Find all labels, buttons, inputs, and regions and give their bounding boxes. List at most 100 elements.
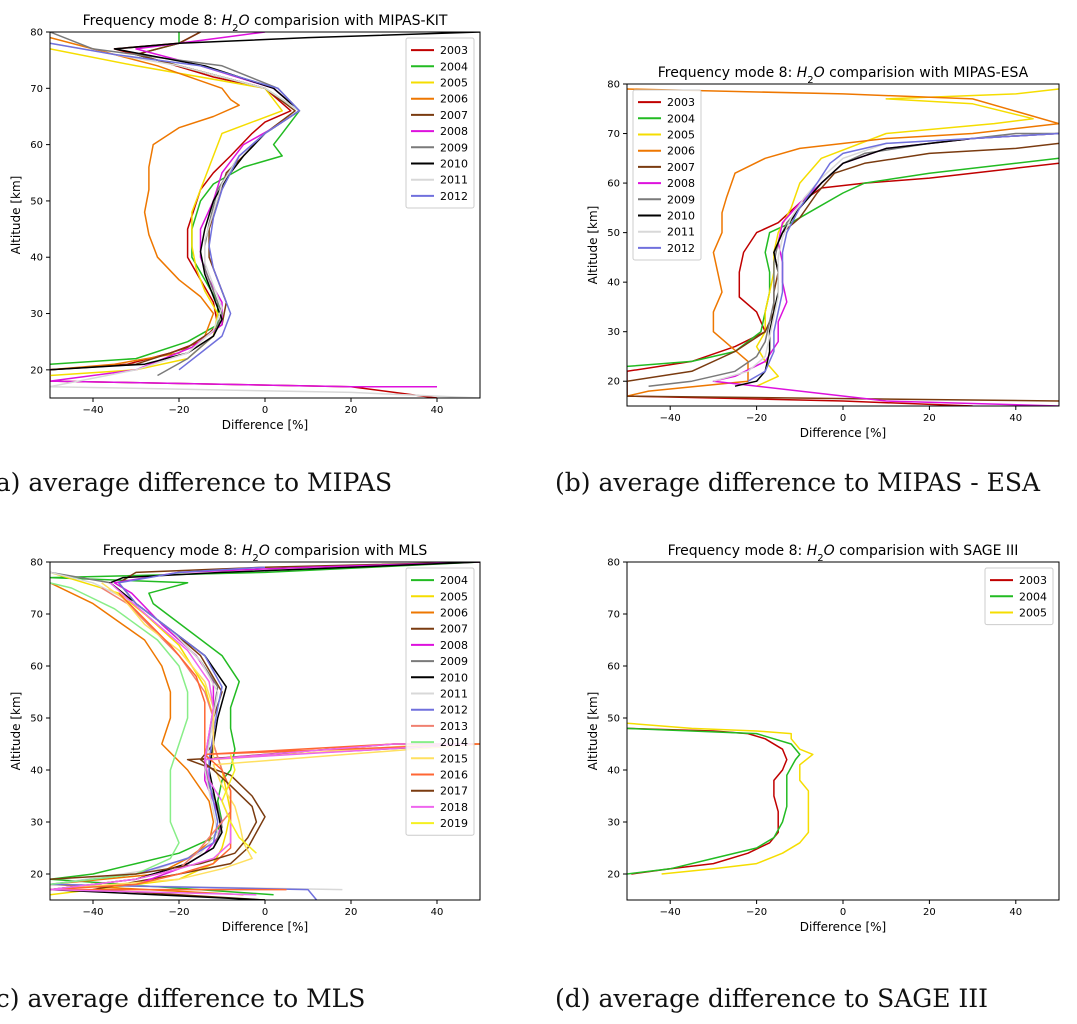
legend: 2004 2005 2006 2007 2008 2009 2010 2011 2012 2013…	[405, 567, 475, 836]
legend: 2003 2004 2005 2006 2007 2008 2009 2010 2011 2012	[405, 37, 475, 209]
legend-box	[405, 567, 475, 836]
y-tick-label: 40	[30, 253, 43, 264]
legend-label: 2008	[440, 125, 468, 138]
series-line-2012	[50, 42, 301, 371]
legend-box	[405, 37, 475, 209]
y-axis-label: Altitude [km]	[586, 692, 600, 771]
series-lines	[627, 88, 1059, 406]
y-tick-label: 40	[607, 766, 620, 777]
legend-label: 2005	[440, 77, 468, 90]
x-tick-label: 40	[431, 907, 444, 918]
series-line-2014	[50, 582, 189, 886]
legend-label: 2005	[440, 590, 468, 603]
y-tick-label: 50	[30, 196, 43, 207]
caption-d: (d) average difference to SAGE III	[555, 984, 989, 1013]
legend-label: 2006	[440, 607, 468, 620]
legend-label: 2012	[667, 242, 695, 255]
series-line-2012	[50, 566, 318, 900]
legend-label: 2005	[667, 129, 695, 142]
legend-label: 2009	[667, 193, 695, 206]
legend-label: 2007	[667, 161, 695, 174]
legend-label: 2003	[1019, 574, 1047, 587]
y-axis-label: Altitude [km]	[9, 176, 23, 255]
series-line-2005	[627, 722, 814, 875]
legend-label: 2012	[440, 190, 468, 203]
caption-b: (b) average difference to MIPAS - ESA	[555, 468, 1041, 497]
series-line-2009	[50, 32, 301, 377]
y-tick-label: 50	[607, 714, 620, 725]
y-tick-label: 60	[30, 662, 43, 673]
series-line-2013	[50, 587, 232, 891]
legend-label: 2012	[440, 704, 468, 717]
legend-label: 2018	[440, 801, 468, 814]
x-tick-label: −40	[660, 907, 681, 918]
x-tick-label: −20	[168, 405, 189, 416]
series-line-2004	[627, 727, 801, 875]
legend-label: 2010	[440, 158, 468, 171]
series-line-2006	[627, 88, 1059, 397]
series-line-2012	[747, 132, 1059, 382]
series-lines	[50, 562, 480, 900]
x-tick-label: 40	[431, 405, 444, 416]
series-line-2004	[50, 562, 480, 896]
legend-label: 2016	[440, 769, 468, 782]
series-line-2019	[221, 754, 257, 854]
legend-label: 2010	[440, 671, 468, 684]
y-tick-label: 60	[30, 140, 43, 151]
y-tick-label: 40	[30, 766, 43, 777]
legend-box	[632, 89, 702, 261]
x-tick-label: 0	[262, 405, 268, 416]
legend-label: 2011	[667, 226, 695, 239]
legend-box	[984, 567, 1054, 626]
y-tick-label: 30	[607, 818, 620, 829]
x-tick-label: −40	[82, 405, 103, 416]
legend-label: 2009	[440, 655, 468, 668]
chart-a: Frequency mode 8: H2O comparision with M…	[9, 13, 481, 432]
legend-label: 2011	[440, 174, 468, 187]
y-tick-label: 30	[30, 818, 43, 829]
y-tick-label: 50	[30, 714, 43, 725]
y-tick-label: 50	[607, 228, 620, 239]
series-line-2006	[50, 36, 240, 371]
series-line-2018	[50, 582, 473, 896]
legend-label: 2007	[440, 109, 468, 122]
legend-label: 2008	[667, 177, 695, 190]
legend-label: 2019	[440, 817, 468, 830]
legend-label: 2006	[440, 93, 468, 106]
y-axis-label: Altitude [km]	[9, 692, 23, 771]
legend-label: 2003	[440, 44, 468, 57]
legend: 2003 2004 2005	[984, 567, 1054, 626]
y-tick-label: 70	[30, 610, 43, 621]
y-axis-label: Altitude [km]	[586, 206, 600, 285]
series-line-2008	[712, 132, 1059, 406]
series-line-2017	[50, 759, 258, 880]
caption-a: (a) average difference to MIPAS	[0, 468, 393, 497]
legend-label: 2006	[667, 145, 695, 158]
series-line-2009	[50, 571, 223, 880]
legend-label: 2004	[1019, 590, 1047, 603]
chart-title: Frequency mode 8: H2O comparision with M…	[103, 543, 428, 564]
legend-label: 2017	[440, 785, 468, 798]
series-line-2010	[734, 132, 1059, 387]
x-tick-label: 20	[923, 413, 936, 424]
legend: 2003 2004 2005 2006 2007 2008 2009 2010 2011 2012	[632, 89, 702, 261]
x-tick-label: 40	[1009, 907, 1022, 918]
x-tick-label: 20	[345, 907, 358, 918]
y-tick-label: 80	[30, 558, 43, 569]
y-tick-label: 40	[607, 278, 620, 289]
series-line-2003	[50, 32, 438, 398]
x-tick-label: 20	[923, 907, 936, 918]
chart-title: Frequency mode 8: H2O comparision with M…	[658, 65, 1029, 86]
y-tick-label: 20	[30, 365, 43, 376]
chart-d: Frequency mode 8: H2O comparision with S…	[586, 543, 1060, 934]
legend-label: 2014	[440, 736, 468, 749]
legend-label: 2011	[440, 688, 468, 701]
y-tick-label: 20	[607, 870, 620, 881]
y-tick-label: 80	[30, 28, 43, 39]
legend-label: 2005	[1019, 607, 1047, 620]
x-tick-label: −40	[660, 413, 681, 424]
x-axis-label: Difference [%]	[222, 920, 308, 934]
x-axis-label: Difference [%]	[222, 418, 308, 432]
x-axis-label: Difference [%]	[800, 920, 886, 934]
